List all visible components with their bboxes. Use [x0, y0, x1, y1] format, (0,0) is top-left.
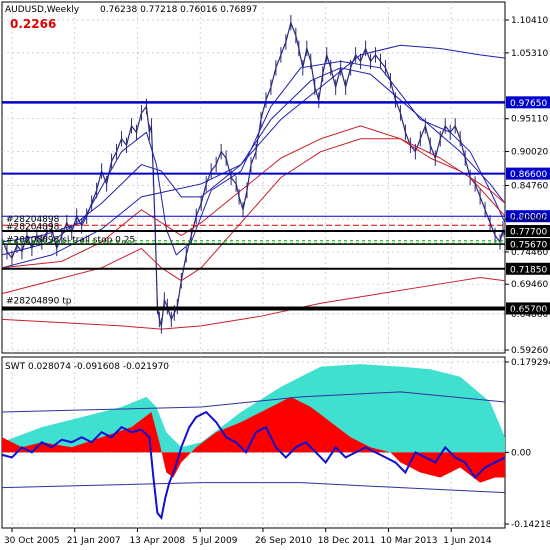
time-tick-label: 26 Sep 2010 — [255, 536, 312, 546]
level-tag-label: 0.71850 — [510, 265, 547, 275]
price-panel-frame — [1, 1, 506, 354]
level-tag — [506, 302, 550, 315]
series-ma-slow-red — [1, 138, 506, 295]
price-tick-label: 0.74460 — [511, 248, 548, 258]
osc-tick-label: 0.179294 — [511, 358, 550, 368]
price-tick-label: 0.69460 — [511, 280, 548, 290]
level-tag-label: 0.75670 — [510, 241, 547, 251]
osc-tick-label: 0.00 — [511, 448, 531, 458]
level-tag — [506, 262, 550, 275]
price-tick-label: 1.10410 — [511, 16, 548, 26]
price-tick-label: 0.64860 — [511, 310, 548, 320]
time-tick-label: 10 Mar 2013 — [380, 536, 437, 546]
level-tag — [506, 96, 550, 109]
price-tick-label: 1.05310 — [511, 49, 548, 59]
time-tick-label: 13 Apr 2008 — [129, 536, 185, 546]
order-label: #28204898 — [6, 215, 60, 225]
indicator-value: 0.2266 — [10, 17, 56, 31]
time-tick-label: 30 Oct 2005 — [4, 536, 60, 546]
order-label: #28204898 — [6, 223, 60, 233]
osc-red-area — [2, 396, 505, 483]
level-tag-label: 0.97650 — [510, 99, 547, 109]
level-tag — [506, 210, 550, 223]
time-tick-label: 18 Dec 2011 — [318, 536, 376, 546]
price-tick-label: 0.90020 — [511, 148, 548, 158]
osc-swt-line — [1, 410, 506, 521]
level-tag-label: 0.80000 — [510, 213, 547, 223]
price-tick-label: 0.59260 — [511, 346, 548, 356]
time-tick-label: 5 Jul 2009 — [192, 536, 237, 546]
time-tick-label: 1 Jun 2014 — [443, 536, 492, 546]
chart-header-ohlc: 0.76238 0.77218 0.76016 0.76897 — [100, 5, 257, 15]
level-tag — [506, 238, 550, 251]
order-label: #28204890 tp — [6, 297, 72, 307]
level-tag-label: 0.86600 — [510, 170, 547, 180]
price-tick-label: 0.84760 — [511, 181, 548, 191]
oscillator-title: SWT 0.028074 -0.091608 -0.021970 — [5, 362, 169, 372]
series-price — [1, 22, 506, 327]
series-ma-fast — [1, 60, 506, 256]
order-label: #28208898 sl trail stop 0.25 — [6, 235, 135, 245]
osc-lower-band — [1, 482, 506, 494]
chart-header-symbol: AUDUSD,Weekly — [5, 5, 80, 15]
level-tag-label: 0.65700 — [510, 305, 547, 315]
price-tick-label: 0.95110 — [511, 115, 548, 125]
level-tag — [506, 225, 550, 238]
osc-tick-label: -0.142181 — [511, 520, 550, 530]
series-ma-slow-blue — [1, 44, 506, 269]
time-tick-label: 21 Jan 2007 — [67, 536, 121, 546]
level-tag-label: 0.77700 — [510, 228, 547, 238]
series-ma-long-red — [1, 276, 506, 330]
level-tag — [506, 167, 550, 180]
osc-upper-band — [1, 391, 506, 413]
price-tick-label: 0.79560 — [511, 215, 548, 225]
